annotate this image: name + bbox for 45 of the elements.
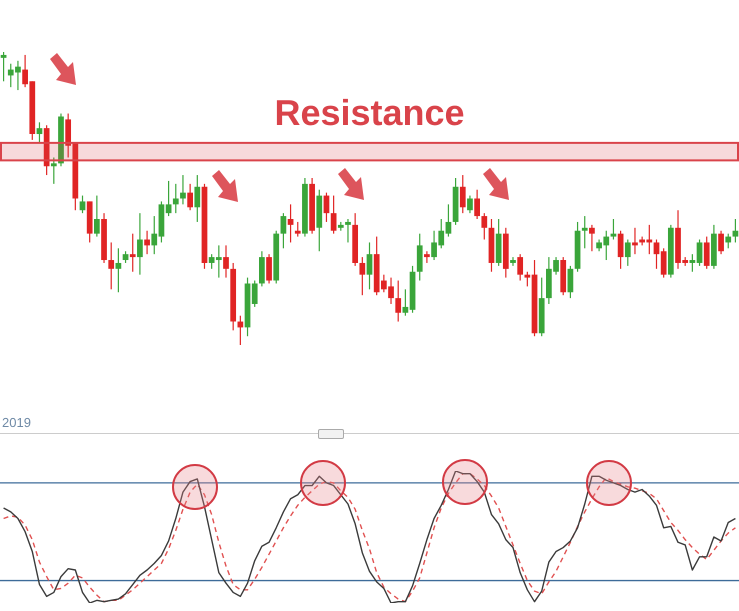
candlestick	[266, 254, 272, 284]
candlestick	[517, 254, 524, 282]
candlestick	[330, 194, 336, 234]
candlestick	[144, 230, 150, 255]
candlestick	[294, 221, 301, 238]
candlestick	[324, 192, 330, 223]
candlestick	[180, 174, 186, 205]
candlestick	[50, 156, 57, 184]
candlestick	[704, 236, 710, 270]
text: 2019	[2, 415, 31, 430]
candlestick	[80, 194, 86, 214]
candlestick	[0, 51, 6, 82]
candlestick	[288, 204, 294, 244]
candlestick	[481, 212, 488, 240]
candlestick	[116, 248, 122, 293]
candlestick	[345, 218, 351, 244]
candlestick	[359, 256, 366, 296]
candlestick	[194, 174, 200, 223]
candlestick	[467, 194, 473, 214]
candlestick	[568, 265, 574, 299]
candlestick	[366, 242, 372, 290]
candlestick	[460, 174, 466, 214]
candlestick	[725, 233, 732, 249]
candlestick	[718, 230, 724, 255]
candlestick	[223, 244, 229, 278]
candlestick	[108, 242, 114, 290]
candlestick	[130, 233, 136, 272]
candlestick	[172, 183, 179, 214]
candlestick	[395, 280, 402, 322]
band-label: Resistance	[274, 92, 465, 133]
candlestick	[632, 227, 638, 255]
candlestick	[424, 250, 430, 264]
candlestick	[618, 230, 624, 270]
candlestick	[732, 218, 738, 244]
candlestick	[280, 212, 286, 249]
candlestick	[589, 224, 595, 252]
candlestick	[94, 194, 100, 238]
candlestick	[610, 218, 616, 240]
candlestick	[474, 189, 480, 220]
candlestick	[122, 250, 128, 264]
candlestick	[624, 238, 631, 266]
candlestick	[237, 315, 244, 346]
candlestick	[187, 183, 193, 211]
candlestick	[137, 212, 143, 276]
candlestick	[36, 122, 42, 144]
